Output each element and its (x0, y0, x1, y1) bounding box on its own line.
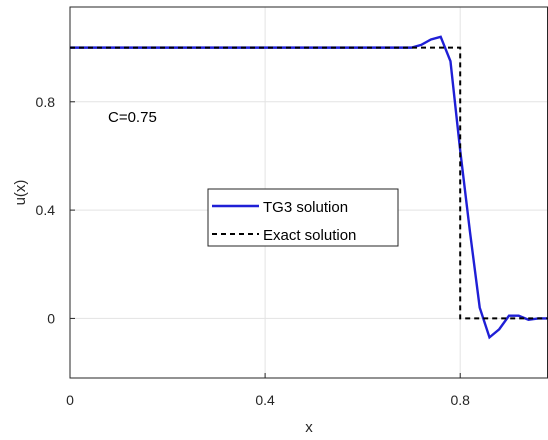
legend-label-tg3: TG3 solution (263, 199, 348, 216)
y-tick-label-0: 0 (47, 310, 55, 326)
y-axis-label: u(x) (12, 180, 29, 206)
axis-ticks: 0 0.4 0.8 0 0.4 0.8 (36, 94, 471, 408)
y-tick-label-2: 0.8 (36, 94, 56, 110)
x-tick-label-0: 0 (66, 392, 74, 408)
series-line-tg3 (70, 35, 548, 340)
annotation-text: C=0.75 (108, 109, 157, 126)
legend: TG3 solution Exact solution (207, 188, 399, 247)
x-axis-label: x (305, 419, 313, 436)
legend-label-exact: Exact solution (263, 227, 356, 244)
series-line-exact (70, 46, 548, 320)
series-layer (70, 35, 548, 340)
legend-box (207, 188, 399, 247)
x-tick-label-1: 0.4 (255, 392, 275, 408)
y-tick-label-1: 0.4 (36, 202, 56, 218)
x-tick-label-2: 0.8 (450, 392, 470, 408)
